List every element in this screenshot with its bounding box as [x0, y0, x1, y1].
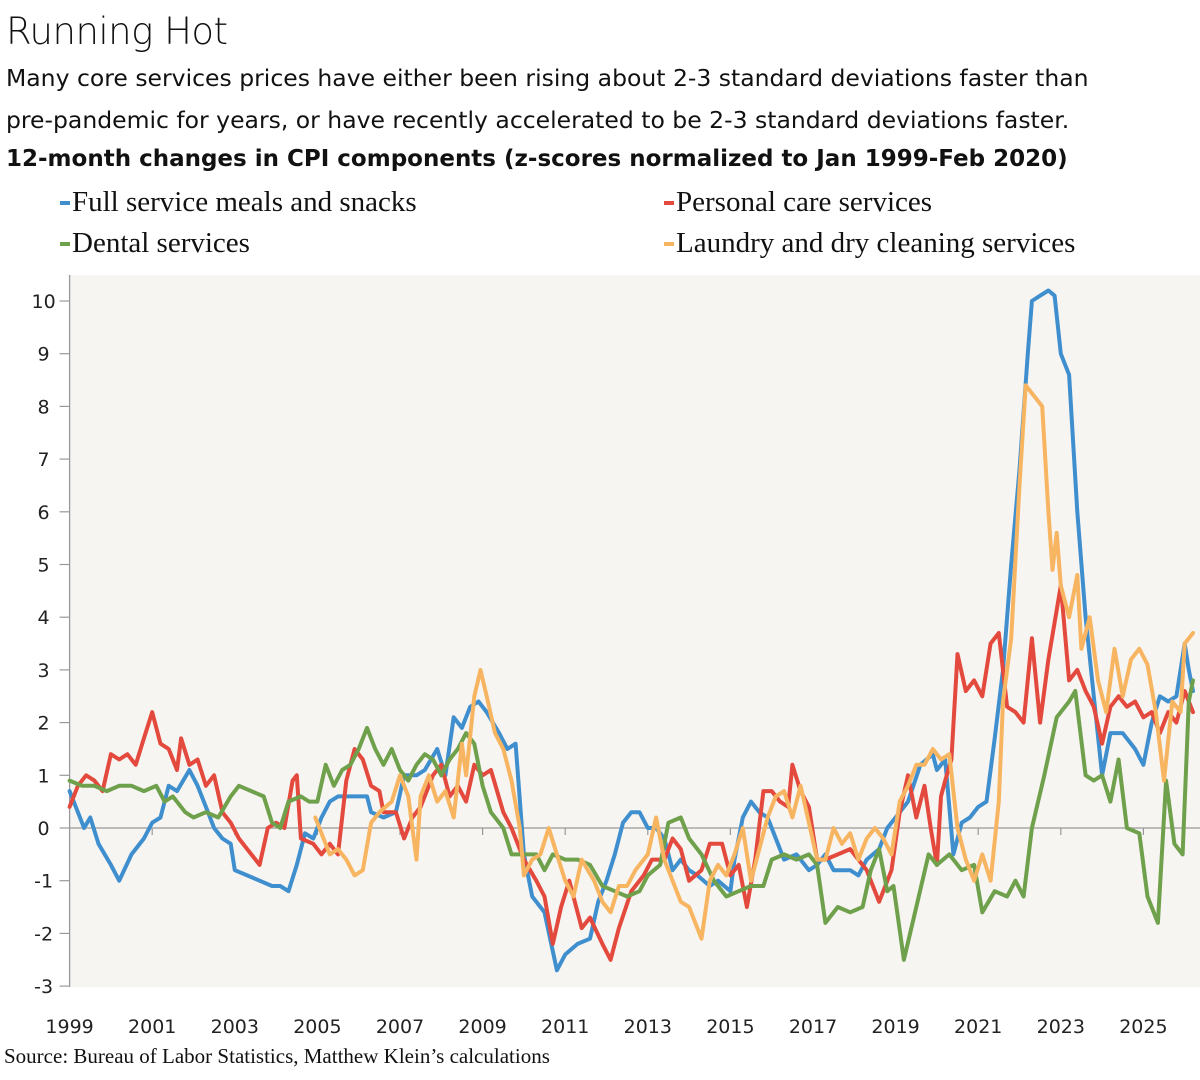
plot-background — [69, 275, 1200, 987]
legend-swatch — [60, 241, 70, 246]
y-tick-label: 6 — [38, 502, 50, 524]
legend-label: Personal care services — [676, 186, 933, 218]
x-tick-label: 2017 — [789, 1016, 837, 1038]
x-tick-label: 2005 — [293, 1016, 341, 1038]
series-line-2 — [67, 678, 1195, 962]
x-tick-label: 1999 — [45, 1016, 93, 1038]
y-tick-label: 3 — [38, 660, 50, 682]
legend-item-laundry: Laundry and dry cleaning services — [664, 227, 1075, 260]
x-tick-label: 2007 — [376, 1016, 424, 1038]
y-tick-label: 0 — [38, 818, 50, 840]
y-tick-label: 10 — [32, 291, 56, 313]
y-tick-label: 1 — [38, 765, 50, 787]
legend-label: Laundry and dry cleaning services — [676, 227, 1076, 259]
y-tick-label: -1 — [34, 871, 53, 893]
x-tick-label: 2001 — [128, 1016, 176, 1038]
x-tick-label: 2009 — [458, 1016, 506, 1038]
y-tick-label: 9 — [38, 344, 50, 366]
series-line-1 — [67, 583, 1195, 962]
y-tick-label: 4 — [38, 607, 50, 629]
legend-item-full-service-meals: Full service meals and snacks — [60, 186, 417, 219]
page-title: Running Hot — [6, 10, 228, 53]
series-line-3 — [313, 383, 1195, 941]
y-tick-label: 7 — [38, 449, 50, 471]
x-tick-label: 2013 — [624, 1016, 672, 1038]
x-tick-label: 2021 — [954, 1016, 1002, 1038]
y-tick-label: 5 — [38, 555, 50, 577]
x-tick-label: 2019 — [871, 1016, 919, 1038]
x-tick-label: 2003 — [211, 1016, 259, 1038]
x-tick-label: 2011 — [541, 1016, 589, 1038]
y-tick-label: -3 — [34, 976, 53, 998]
source-note: Source: Bureau of Labor Statistics, Matt… — [4, 1044, 550, 1068]
legend-item-personal-care: Personal care services — [664, 186, 932, 219]
y-tick-label: 8 — [38, 396, 50, 418]
legend-label: Full service meals and snacks — [72, 186, 417, 218]
x-tick-label: 2023 — [1037, 1016, 1085, 1038]
subtitle-line-1: Many core services prices have either be… — [6, 64, 1089, 92]
chart-subtitle: 12-month changes in CPI components (z-sc… — [6, 146, 1068, 172]
x-tick-label: 2025 — [1119, 1016, 1167, 1038]
legend-item-dental: Dental services — [60, 227, 250, 260]
legend-swatch — [60, 200, 70, 205]
legend-swatch — [664, 200, 674, 205]
legend-label: Dental services — [72, 227, 250, 259]
y-tick-label: -2 — [34, 923, 53, 945]
legend-swatch — [664, 241, 674, 246]
y-tick-label: 2 — [38, 713, 50, 735]
x-tick-label: 2015 — [706, 1016, 754, 1038]
subtitle-line-2: pre-pandemic for years, or have recently… — [6, 106, 1070, 134]
